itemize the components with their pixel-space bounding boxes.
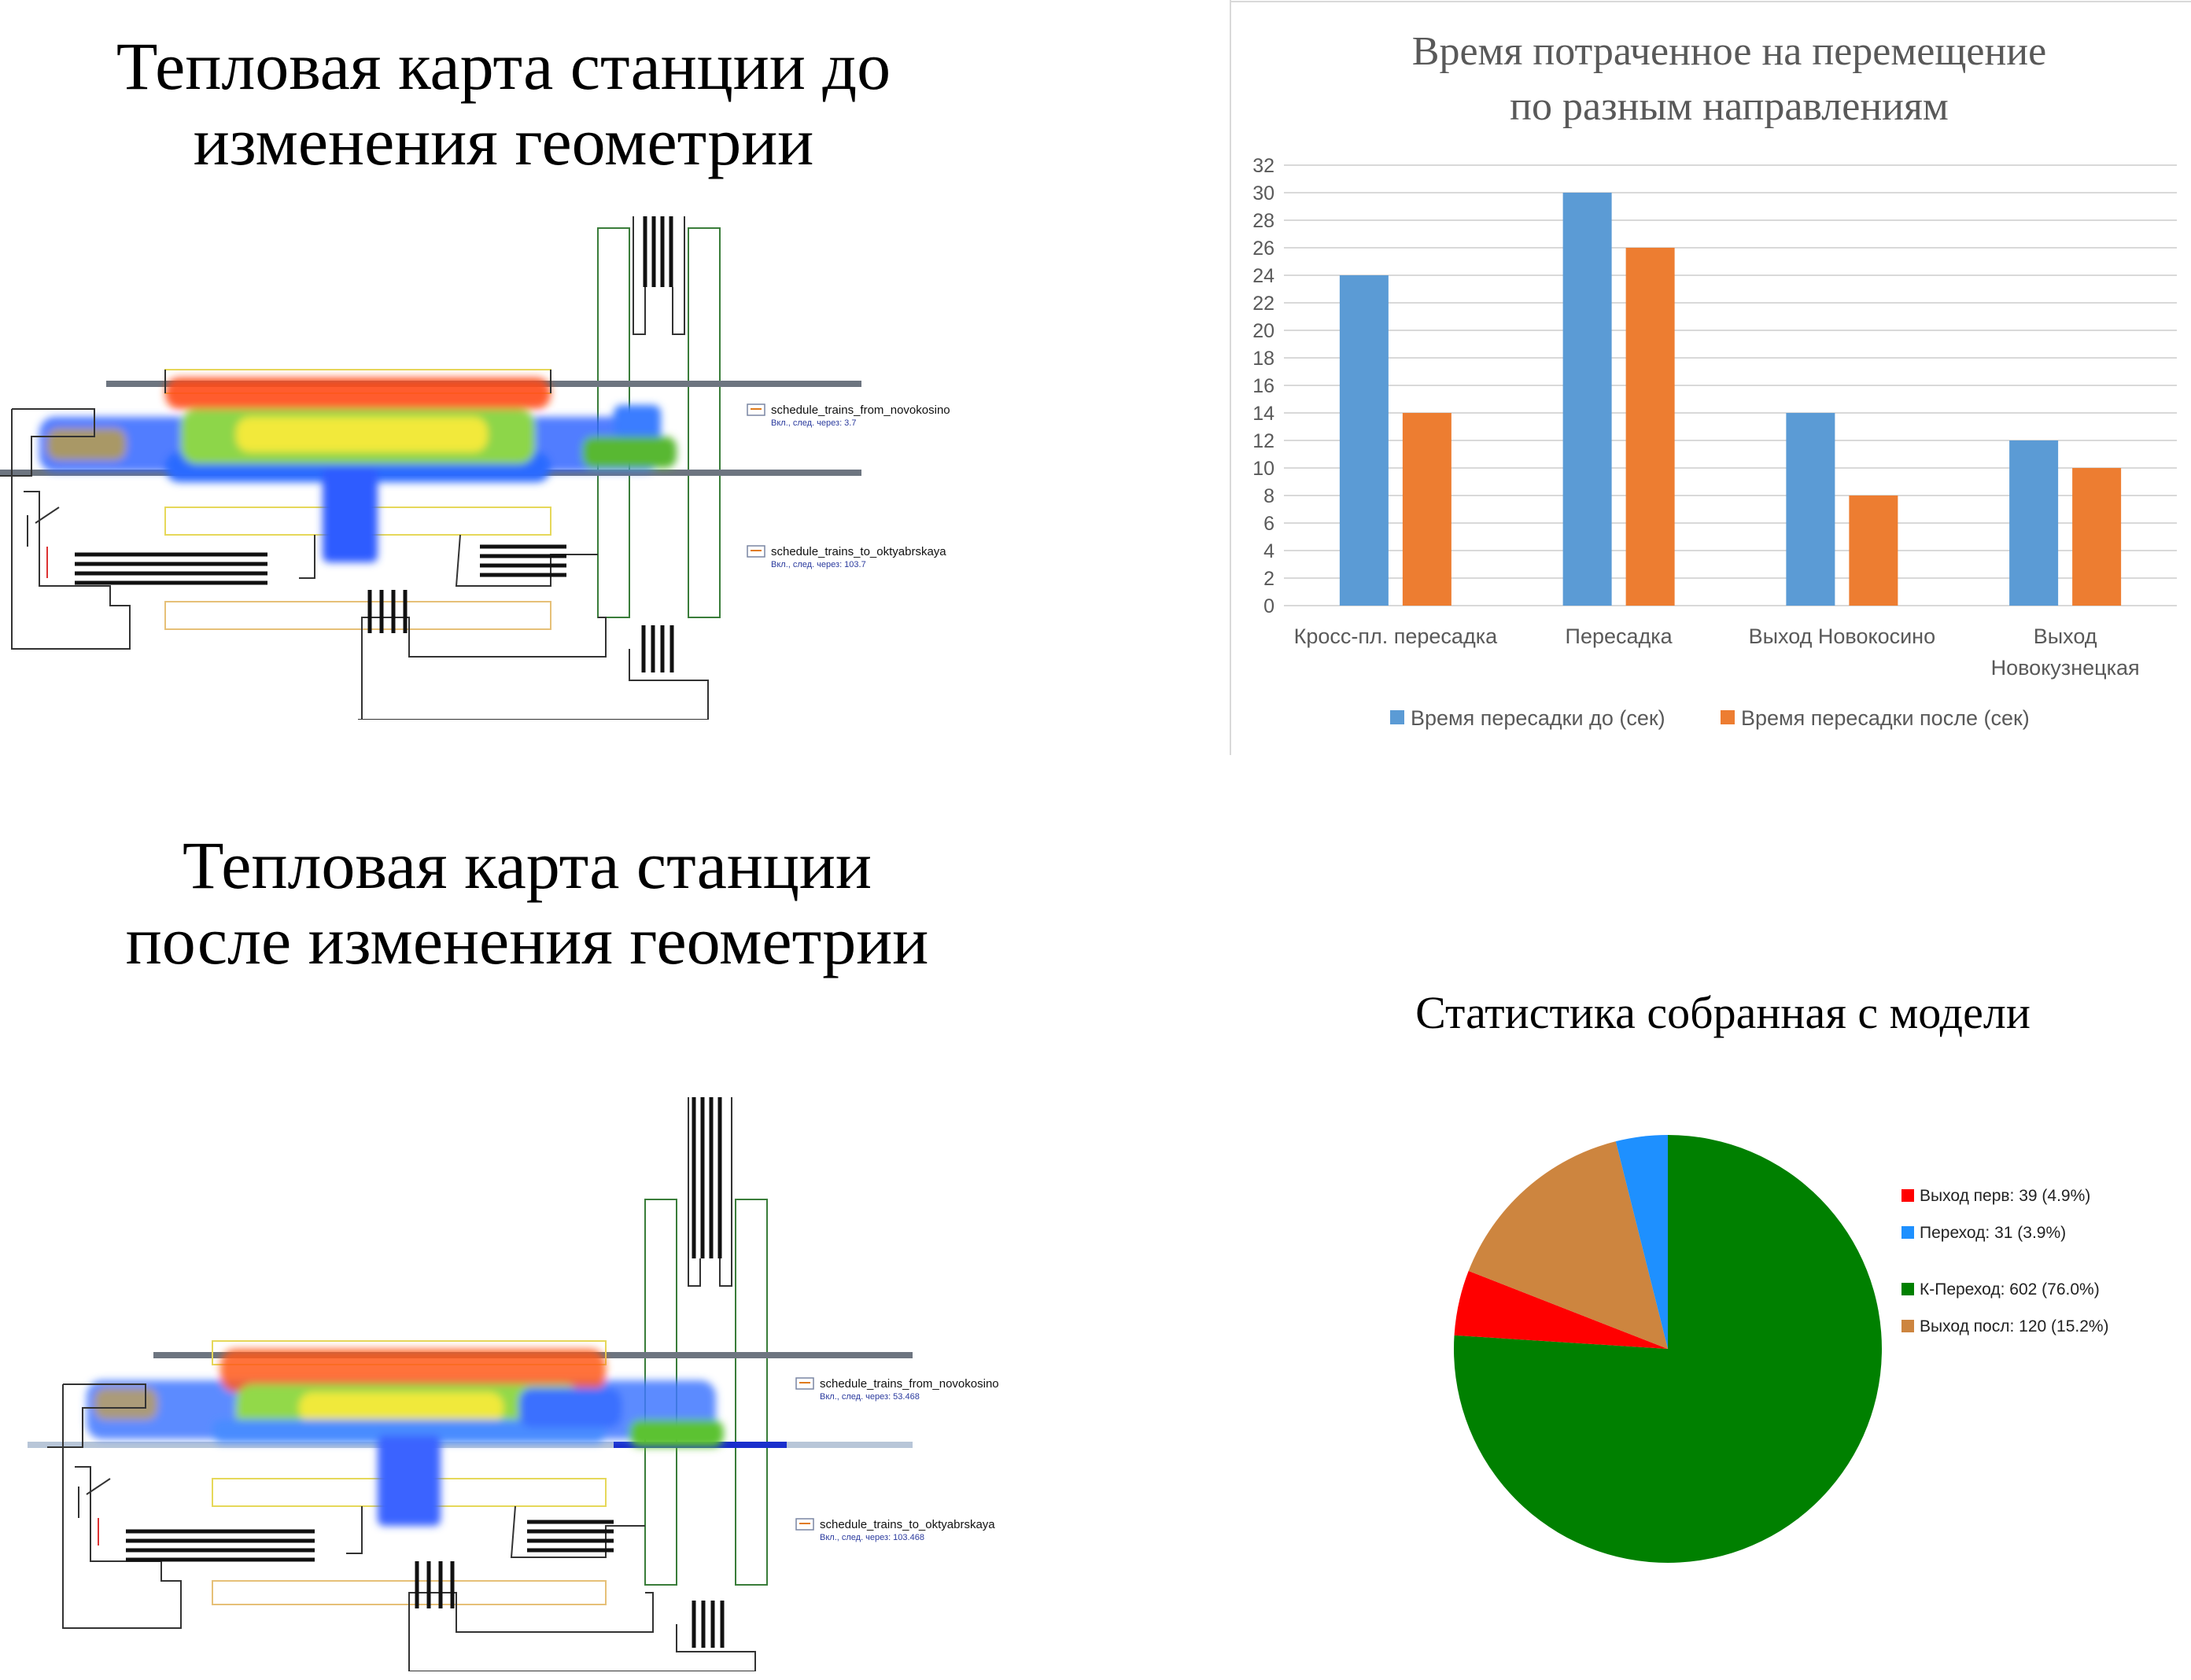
- svg-text:Вкл., след. через: 53.468: Вкл., след. через: 53.468: [820, 1392, 920, 1402]
- pie-slice: [1468, 1141, 1668, 1349]
- x-axis-categories: Кросс-пл. пересадка Пересадка Выход Новоко…: [1294, 624, 2140, 680]
- bar: [1786, 413, 1835, 606]
- y-tick-label: 0: [1263, 595, 1274, 617]
- bar: [1625, 248, 1675, 606]
- pie-legend-label: Выход посл: 120 (15.2%): [1920, 1317, 2109, 1336]
- svg-text:Вкл., след. через: 3.7: Вкл., след. через: 3.7: [771, 418, 856, 428]
- bar: [1849, 496, 1898, 606]
- bar: [1339, 275, 1389, 606]
- y-tick-label: 24: [1252, 265, 1274, 287]
- heading-after-line-2: после изменения геометрии: [125, 903, 929, 979]
- pie-slice: [1454, 1270, 1668, 1349]
- pie-legend-label: К-Переход: 602 (76.0%): [1920, 1280, 2100, 1299]
- svg-text:schedule_trains_from_novokosin: schedule_trains_from_novokosino: [771, 403, 950, 417]
- heading-before-line-1: Тепловая карта станции до: [116, 28, 891, 104]
- pie-legend-swatch: [1901, 1320, 1914, 1332]
- chart-legend: Время пересадки до (сек) Время пересадки …: [1390, 706, 2030, 730]
- heat-zone-before: [39, 378, 677, 562]
- y-tick-label: 32: [1252, 155, 1274, 177]
- bar: [2009, 440, 2059, 606]
- pie-panel: Выход перв: 39 (4.9%) Переход: 31 (3.9%) К…: [1290, 967, 2187, 1597]
- category-label: Кросс-пл. пересадка: [1294, 624, 1498, 648]
- chart-title-line-1: Время потраченное на перемещение: [1412, 29, 2046, 74]
- heatmap-before: schedule_trains_from_novokosino Вкл., сл…: [0, 216, 950, 720]
- pie-legend-swatch: [1901, 1283, 1914, 1295]
- bar: [1562, 193, 1612, 606]
- svg-text:schedule_trains_from_novokosin: schedule_trains_from_novokosino: [820, 1377, 999, 1391]
- pie-slice: [1615, 1135, 1668, 1349]
- legend-swatch: [1721, 710, 1735, 724]
- heading-after-line-1: Тепловая карта станции: [183, 827, 872, 903]
- y-tick-label: 28: [1252, 210, 1274, 232]
- category-label: Новокузнецкая: [1991, 656, 2140, 680]
- y-tick-label: 12: [1252, 430, 1274, 452]
- schedule-from-novokosino-before: schedule_trains_from_novokosino Вкл., сл…: [747, 403, 950, 428]
- pie-chart: Выход перв: 39 (4.9%) Переход: 31 (3.9%) К…: [1454, 1135, 2109, 1563]
- pie-slices: [1454, 1135, 1882, 1563]
- pie-legend-swatch: [1901, 1189, 1914, 1202]
- y-tick-label: 20: [1252, 320, 1274, 342]
- bar: [2072, 468, 2122, 606]
- escalators-before: [75, 544, 674, 672]
- y-tick-label: 30: [1252, 182, 1274, 204]
- heading-after: Тепловая карта станции после изменения г…: [47, 827, 1007, 979]
- y-tick-label: 14: [1252, 403, 1274, 425]
- y-tick-label: 6: [1263, 513, 1274, 535]
- category-label: Выход Новокосино: [1749, 624, 1936, 648]
- bar-chart: Время потраченное на перемещение по разн…: [1230, 0, 2191, 755]
- escalators-after: [126, 1520, 725, 1648]
- schedule-from-novokosino-after: schedule_trains_from_novokosino Вкл., сл…: [795, 1377, 999, 1402]
- chart-bars: [1339, 193, 2122, 606]
- y-tick-label: 2: [1263, 568, 1274, 590]
- category-label: Пересадка: [1566, 624, 1673, 648]
- schedule-to-oktyabrskaya-before: schedule_trains_to_oktyabrskaya Вкл., сл…: [747, 545, 946, 569]
- y-tick-label: 8: [1263, 485, 1274, 507]
- y-tick-label: 16: [1252, 375, 1274, 397]
- legend-label: Время пересадки до (сек): [1411, 706, 1665, 730]
- category-label: Выход: [2034, 624, 2097, 648]
- svg-text:schedule_trains_to_oktyabrskay: schedule_trains_to_oktyabrskaya: [771, 545, 946, 558]
- pie-legend-label: Выход перв: 39 (4.9%): [1920, 1187, 2090, 1205]
- svg-text:Вкл., след. через: 103.7: Вкл., след. через: 103.7: [771, 560, 866, 569]
- pie-legend-label: Переход: 31 (3.9%): [1920, 1224, 2066, 1242]
- pie-title: Статистика собранная с модели: [1415, 987, 2031, 1038]
- bar: [1402, 413, 1451, 606]
- y-tick-label: 18: [1252, 348, 1274, 370]
- heat-zone-after: [87, 1349, 724, 1526]
- schedule-to-oktyabrskaya-after: schedule_trains_to_oktyabrskaya Вкл., сл…: [795, 1518, 995, 1542]
- y-tick-label: 26: [1252, 238, 1274, 260]
- svg-text:Вкл., след. через: 103.468: Вкл., след. через: 103.468: [820, 1533, 924, 1542]
- escalator-block-bottom: [644, 1097, 768, 1586]
- station-outline-after: [47, 1383, 756, 1671]
- pie-legend: Выход перв: 39 (4.9%) Переход: 31 (3.9%) К…: [1901, 1187, 2109, 1336]
- heading-before: Тепловая карта станции до изменения геом…: [47, 28, 960, 180]
- pie-legend-swatch: [1901, 1226, 1914, 1239]
- heading-before-line-2: изменения геометрии: [193, 104, 814, 180]
- heatmap-after: schedule_trains_from_novokosino Вкл., сл…: [28, 1097, 999, 1671]
- y-tick-label: 10: [1252, 458, 1274, 480]
- station-outline-before: [0, 370, 709, 720]
- chart-title-line-2: по разным направлениям: [1510, 84, 1949, 129]
- escalator-block-top: [597, 216, 721, 618]
- svg-text:schedule_trains_to_oktyabrskay: schedule_trains_to_oktyabrskaya: [820, 1518, 995, 1531]
- y-tick-label: 4: [1263, 540, 1274, 562]
- legend-label: Время пересадки после (сек): [1741, 706, 2030, 730]
- y-tick-label: 22: [1252, 293, 1274, 315]
- legend-swatch: [1390, 710, 1404, 724]
